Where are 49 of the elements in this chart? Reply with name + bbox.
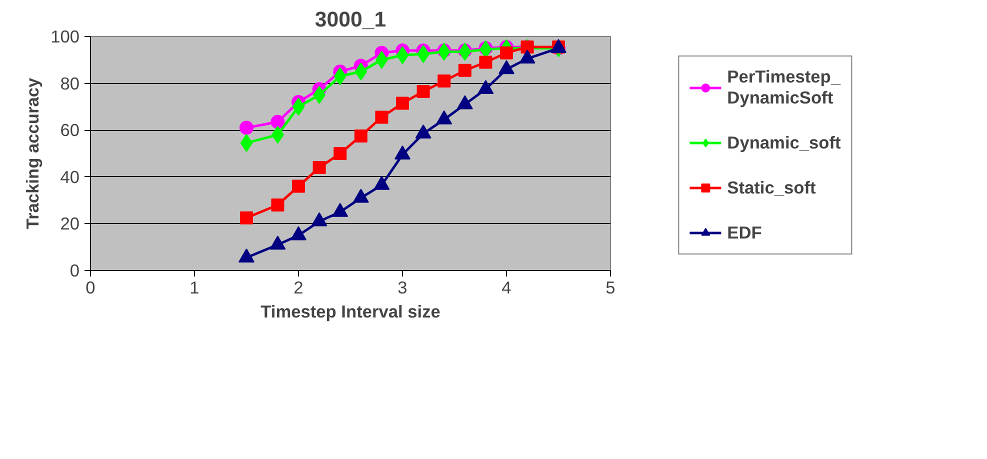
point [438,74,451,88]
x-axis-title: Timestep Interval size [260,302,441,322]
point [311,212,328,226]
point [240,211,253,224]
point [416,84,430,98]
point [290,226,306,240]
point [270,236,286,250]
point [458,42,472,61]
legend-label: PerTimestep_ DynamicSoft [727,66,841,108]
point [238,248,254,262]
point [240,134,253,152]
y-tick-label: 0 [70,260,80,280]
point [354,62,368,81]
point [396,46,409,64]
point [479,56,492,69]
point [292,98,305,116]
x-tick-label: 3 [398,278,408,298]
point [334,147,347,160]
legend-label: Static_soft [727,177,816,198]
y-tick-label: 100 [50,26,80,46]
legend-label: Dynamic_soft [727,132,841,154]
point [352,188,369,203]
point [271,198,284,212]
y-axis-title: Tracking accuracy [22,78,43,230]
point [292,180,305,193]
x-tick-label: 0 [86,278,96,298]
x-tick-label: 5 [606,278,616,298]
x-tick-label: 1 [190,278,200,298]
y-tick-label: 40 [60,166,80,187]
x-tick-label: 4 [502,278,512,298]
point [354,129,368,142]
point [374,176,390,190]
legend-label: EDF [727,222,762,244]
point [394,146,410,160]
point [332,202,348,217]
chart-title: 3000_1 [314,8,386,32]
y-tick-label: 80 [60,73,80,94]
x-tick-label: 2 [294,278,304,298]
y-tick-label: 60 [60,120,80,140]
point [334,67,346,86]
point [458,64,472,77]
point [270,114,285,129]
point [396,96,409,110]
point [438,42,450,61]
point [375,110,388,124]
point [312,161,326,174]
point [500,46,513,60]
point [240,120,254,135]
y-tick-label: 20 [60,214,80,234]
